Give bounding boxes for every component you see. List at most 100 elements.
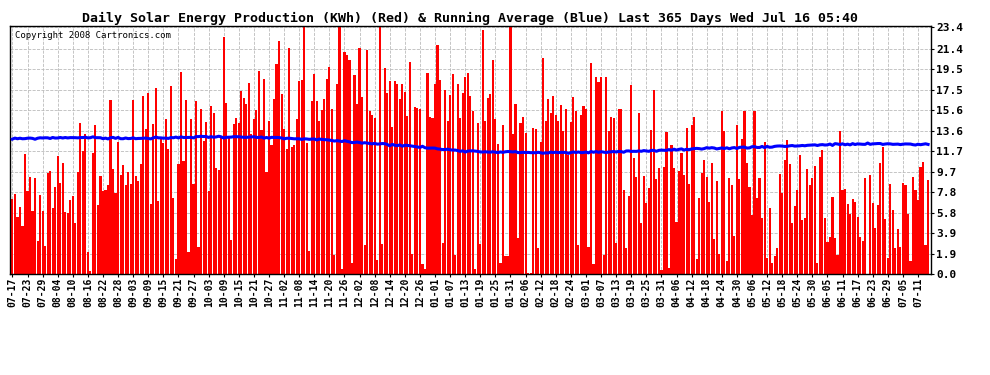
Bar — [834, 238, 837, 274]
Bar — [905, 184, 907, 274]
Bar — [50, 171, 51, 274]
Bar — [657, 168, 660, 274]
Bar — [218, 170, 220, 274]
Bar — [741, 139, 743, 274]
Bar — [753, 111, 755, 274]
Bar — [739, 179, 741, 274]
Bar — [363, 246, 365, 274]
Bar — [673, 168, 675, 274]
Bar — [734, 236, 736, 274]
Bar — [824, 218, 826, 274]
Bar — [54, 187, 56, 274]
Bar — [756, 198, 758, 274]
Bar — [525, 133, 527, 274]
Bar — [316, 101, 318, 274]
Bar — [291, 147, 293, 274]
Bar — [718, 254, 721, 274]
Bar — [716, 181, 718, 274]
Bar — [301, 80, 303, 274]
Bar — [243, 98, 245, 274]
Bar — [540, 142, 542, 274]
Bar — [685, 128, 688, 274]
Bar — [69, 200, 71, 274]
Bar — [492, 60, 494, 274]
Bar — [71, 196, 74, 274]
Bar — [185, 100, 187, 274]
Bar — [241, 91, 243, 274]
Bar — [889, 184, 891, 274]
Bar — [236, 118, 238, 274]
Bar — [27, 190, 29, 274]
Bar — [827, 242, 829, 274]
Bar — [618, 109, 620, 274]
Bar — [633, 158, 635, 274]
Bar — [761, 218, 763, 274]
Bar — [851, 200, 853, 274]
Bar — [102, 191, 104, 274]
Bar — [313, 74, 316, 274]
Bar — [507, 256, 509, 274]
Bar — [680, 153, 683, 274]
Bar — [394, 81, 396, 274]
Bar — [789, 164, 791, 274]
Bar — [238, 123, 240, 274]
Bar — [145, 129, 147, 274]
Bar — [329, 67, 331, 274]
Bar — [135, 176, 137, 274]
Bar — [743, 111, 745, 274]
Bar — [115, 193, 117, 274]
Bar — [419, 109, 421, 274]
Bar — [663, 167, 665, 274]
Bar — [585, 109, 587, 274]
Bar — [489, 94, 491, 274]
Bar — [595, 77, 597, 274]
Bar — [456, 84, 458, 274]
Bar — [819, 157, 821, 274]
Bar — [59, 183, 61, 274]
Bar — [339, 27, 341, 274]
Bar — [650, 130, 652, 274]
Bar — [856, 217, 858, 274]
Bar — [711, 163, 713, 274]
Bar — [869, 176, 871, 274]
Bar — [353, 75, 355, 274]
Bar — [205, 122, 207, 274]
Bar — [605, 77, 607, 274]
Bar — [82, 151, 84, 274]
Bar — [99, 176, 102, 274]
Bar — [459, 118, 461, 274]
Bar — [784, 160, 786, 274]
Bar — [117, 141, 119, 274]
Bar — [125, 185, 127, 274]
Bar — [190, 119, 192, 274]
Bar — [615, 243, 617, 274]
Bar — [152, 124, 154, 274]
Bar — [200, 109, 202, 274]
Bar — [255, 110, 257, 274]
Bar — [92, 153, 94, 274]
Bar — [647, 188, 649, 274]
Bar — [471, 111, 474, 274]
Bar — [409, 63, 411, 274]
Bar — [839, 131, 842, 274]
Bar — [887, 258, 889, 274]
Bar — [849, 214, 851, 274]
Bar — [445, 90, 446, 274]
Bar — [29, 177, 31, 274]
Bar — [538, 249, 540, 274]
Bar — [587, 248, 590, 274]
Bar — [187, 252, 189, 274]
Bar — [24, 154, 26, 274]
Bar — [559, 105, 562, 274]
Bar — [897, 229, 899, 274]
Bar — [348, 60, 350, 274]
Bar — [318, 121, 321, 274]
Bar — [454, 255, 456, 274]
Bar — [562, 130, 564, 274]
Bar — [417, 108, 419, 274]
Bar — [479, 244, 481, 274]
Bar — [56, 156, 58, 274]
Bar — [140, 165, 142, 274]
Bar — [296, 118, 298, 274]
Bar — [726, 261, 728, 274]
